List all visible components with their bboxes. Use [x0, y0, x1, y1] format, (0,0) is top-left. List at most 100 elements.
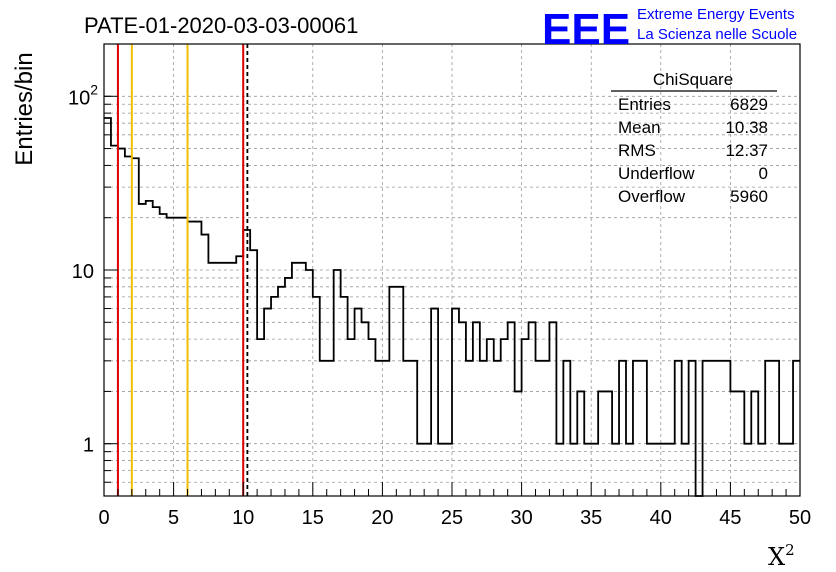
stats-row-value: 10.38 [725, 118, 768, 137]
stats-row-value: 0 [759, 164, 768, 183]
histogram-bin [292, 263, 299, 496]
histogram-bin [619, 361, 626, 496]
histogram-bin [355, 309, 362, 496]
logo-line-2: La Scienza nelle Scuole [637, 26, 797, 43]
histogram-bin [250, 250, 257, 496]
histogram-bin [313, 297, 320, 496]
x-tick-label: 30 [510, 507, 532, 529]
stats-box-title: ChiSquare [653, 70, 733, 89]
histogram-bin [320, 361, 327, 496]
histogram-bin [188, 222, 195, 496]
histogram-bin [125, 157, 132, 496]
histogram-bin [710, 361, 717, 496]
histogram-bin [772, 361, 779, 496]
histogram-bin [229, 263, 236, 496]
histogram-bin [167, 218, 174, 496]
histogram-bin [348, 339, 355, 496]
histogram-bin [146, 201, 153, 496]
histogram-bin [515, 391, 522, 496]
histogram-bin [633, 361, 640, 496]
histogram-bin [278, 287, 285, 496]
histogram-bin [661, 444, 668, 496]
histogram-bin [682, 444, 689, 496]
logo-line-1: Extreme Energy Events [637, 6, 795, 23]
histogram-bin [723, 361, 730, 496]
histogram-bin [132, 158, 139, 496]
histogram-bin [591, 444, 598, 496]
histogram-bin [396, 287, 403, 496]
histogram-bin [334, 270, 341, 496]
histogram-bin [744, 444, 751, 496]
histogram-bin [758, 444, 765, 496]
histogram-bin [508, 322, 515, 496]
chart-title: PATE-01-2020-03-03-00061 [84, 13, 358, 38]
histogram-bin [431, 309, 438, 496]
histogram-bin [389, 287, 396, 496]
histogram-bin [327, 361, 334, 496]
x-tick-label: 35 [580, 507, 602, 529]
histogram-bin [466, 361, 473, 496]
x-tick-label: 20 [371, 507, 393, 529]
y-axis-label: Entries/bin [11, 52, 38, 165]
x-tick-label: 25 [441, 507, 463, 529]
histogram-bin [556, 444, 563, 496]
histogram-bin [487, 339, 494, 496]
histogram-bin [689, 361, 696, 496]
histogram-bin [584, 444, 591, 496]
stats-row-label: Entries [618, 95, 671, 114]
logo-mark: EEE [542, 5, 630, 54]
histogram-bin [703, 361, 710, 496]
histogram-bin [181, 218, 188, 496]
histogram-bin [779, 444, 786, 496]
histogram-bin [793, 361, 800, 496]
histogram-bin [362, 322, 369, 496]
stats-row-value: 6829 [730, 95, 768, 114]
histogram-bin [473, 322, 480, 496]
x-tick-label: 5 [168, 507, 179, 529]
histogram-bin [605, 391, 612, 496]
stats-box: ChiSquare Entries 6829 Mean 10.38 RMS 12.37 Un… [611, 70, 777, 206]
histogram-bin [201, 235, 208, 496]
histogram-bin [222, 263, 229, 496]
histogram-bin [438, 444, 445, 496]
histogram-bin [494, 361, 501, 496]
histogram-bin [577, 391, 584, 496]
y-tick-label: 102 [68, 81, 98, 109]
histogram-bin [654, 444, 661, 496]
histogram-bin [501, 339, 508, 496]
x-axis-label: X2 [768, 541, 795, 571]
histogram-bin [215, 263, 222, 496]
stats-row-label: Overflow [618, 187, 686, 206]
histogram-bin [410, 361, 417, 496]
histogram-bin [271, 297, 278, 496]
histogram-bin [299, 263, 306, 496]
x-tick-label: 40 [650, 507, 672, 529]
histogram-bin [459, 322, 466, 496]
histogram-bin [306, 270, 313, 496]
x-tick-label: 15 [302, 507, 324, 529]
stats-row-label: Underflow [618, 164, 695, 183]
histogram-bin [737, 391, 744, 496]
histogram-bin [522, 339, 529, 496]
histogram-bin [480, 361, 487, 496]
histogram-bin [647, 444, 654, 496]
histogram-bin [549, 322, 556, 496]
histogram-bin [786, 444, 793, 496]
stats-row-value: 12.37 [725, 141, 768, 160]
histogram-bin [208, 263, 215, 496]
histogram-bin [529, 322, 536, 496]
axis-ticks: 0 5 10 15 20 25 30 35 40 45 50 1 10 102 [68, 81, 811, 529]
stats-row-label: Mean [618, 118, 661, 137]
x-axis-label-superscript: 2 [785, 541, 795, 559]
x-tick-label: 0 [98, 507, 109, 529]
histogram-bin [445, 444, 452, 496]
histogram-bin [264, 309, 271, 496]
histogram-bin [675, 361, 682, 496]
histogram [104, 117, 800, 497]
histogram-bin [341, 297, 348, 496]
histogram-bin [668, 444, 675, 496]
stats-row-value: 5960 [730, 187, 768, 206]
histogram-bin [139, 204, 146, 496]
histogram-bin [382, 361, 389, 496]
